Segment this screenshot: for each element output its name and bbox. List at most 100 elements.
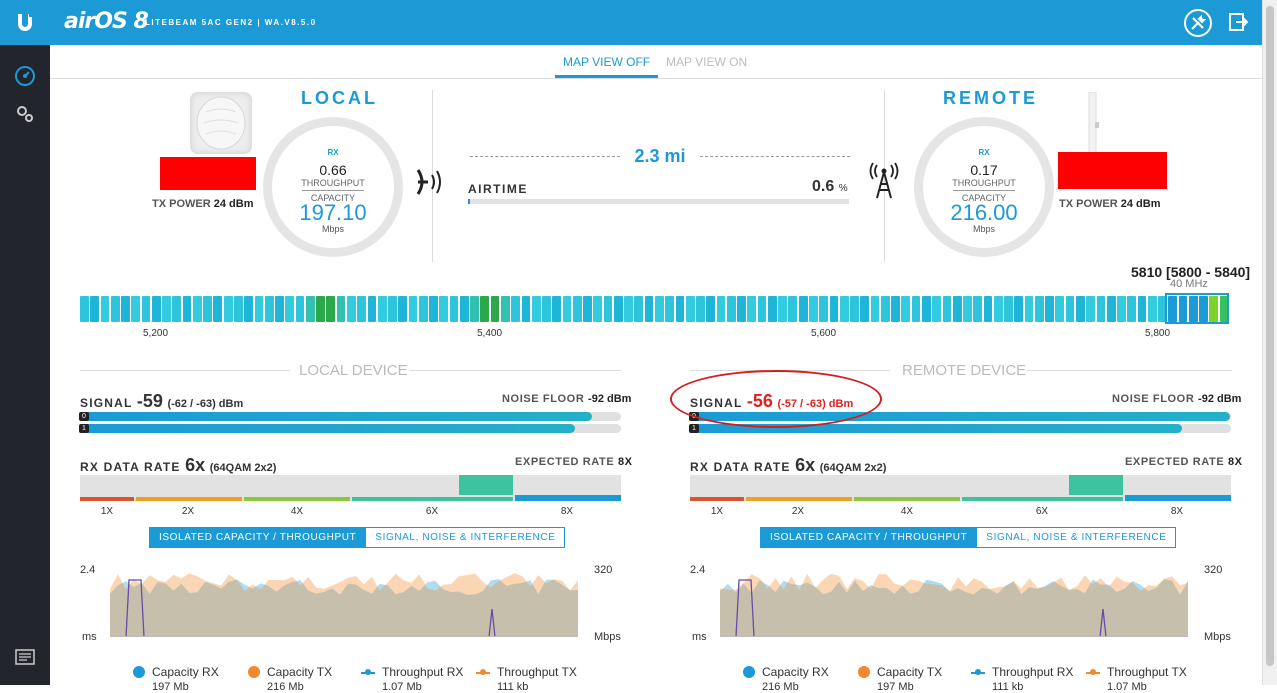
spectrum-bar [490, 296, 500, 322]
spectrum-bar [665, 296, 675, 322]
remote-tx-power-value: 24 dBm [1120, 198, 1161, 210]
remote-isolated-capacity-button[interactable]: ISOLATED CAPACITY / THROUGHPUT [761, 528, 977, 547]
remote-legend-capacity-rx[interactable]: Capacity RX [762, 665, 829, 679]
selected-channel-marker[interactable] [1165, 293, 1229, 324]
local-isolated-capacity-button[interactable]: ISOLATED CAPACITY / THROUGHPUT [150, 528, 366, 547]
remote-legend-throughput-tx-value: 1.07 Mb [1107, 681, 1147, 693]
local-rate-tick-8x: 8X [560, 506, 574, 517]
local-legend-throughput-rx[interactable]: Throughput RX [382, 665, 464, 679]
local-signal-noise-button[interactable]: SIGNAL, NOISE & INTERFERENCE [365, 528, 565, 547]
local-capacity-label: CAPACITY [310, 193, 356, 203]
airtime-bar [468, 199, 849, 204]
remote-rate-tick-2x: 2X [791, 506, 805, 517]
local-rate-strip-6x [352, 497, 513, 501]
logout-icon[interactable] [1226, 10, 1250, 34]
ubiquiti-logo[interactable] [0, 0, 50, 45]
local-legend-throughput-tx-value: 111 kb [497, 681, 529, 693]
spectrum-bar [295, 296, 305, 322]
remote-y-right-unit: Mbps [1204, 631, 1231, 643]
local-legend-throughput-tx-marker [476, 669, 490, 675]
capacity-tx-area [720, 573, 1188, 637]
remote-gauge-separator [953, 190, 1015, 191]
local-rate-tick-4x: 4X [290, 506, 304, 517]
remote-rate-bar [690, 475, 1231, 501]
remote-legend-throughput-tx-marker [1086, 669, 1100, 675]
spectrum-bar [911, 296, 921, 322]
spectrum-bar [254, 296, 264, 322]
local-legend-capacity-tx[interactable]: Capacity TX [267, 665, 333, 679]
spectrum-bar [1106, 296, 1116, 322]
spectrum-bar [346, 296, 356, 322]
scrollbar-thumb[interactable] [1266, 6, 1274, 666]
local-signal-label: SIGNAL [80, 396, 133, 410]
remote-legend-throughput-tx[interactable]: Throughput TX [1107, 665, 1187, 679]
remote-legend-throughput-rx-marker [971, 669, 985, 675]
remote-throughput-value: 0.17 [970, 162, 998, 178]
spectrum-bar [388, 296, 397, 322]
spectrum-bar [552, 296, 562, 322]
local-rate-strip-1x [80, 497, 134, 501]
spectrum-bar [80, 296, 89, 322]
remote-redacted-block [1058, 152, 1167, 189]
device-model-firmware: LITEBEAM 5AC GEN2 | WA.V8.5.0 [145, 18, 317, 27]
local-legend-capacity-rx[interactable]: Capacity RX [152, 665, 219, 679]
spectrum-bar [562, 296, 572, 322]
spectrum-bar [952, 296, 962, 322]
settings-icon[interactable] [12, 101, 38, 127]
log-icon[interactable] [12, 645, 38, 671]
remote-legend-throughput-rx-value: 111 kb [992, 681, 1024, 693]
local-legend-throughput-tx[interactable]: Throughput TX [497, 665, 577, 679]
remote-y-right-max: 320 [1204, 564, 1223, 576]
airtime-label: AIRTIME [468, 182, 528, 196]
local-legend-capacity-rx-dot [133, 666, 145, 678]
link-distance: 2.3 mi [470, 146, 850, 166]
spectrum-bar [901, 296, 911, 322]
remote-tower-icon [868, 162, 900, 205]
remote-noise-label: NOISE FLOOR [1112, 393, 1195, 405]
spectrum-bar [203, 296, 212, 322]
page-scrollbar[interactable] [1262, 0, 1277, 685]
spectrum-bar [1117, 296, 1126, 322]
remote-device-rule-right [1027, 370, 1232, 371]
spectrum-bar [1045, 296, 1054, 322]
latency-line [110, 579, 578, 637]
spectrum-bar [1147, 296, 1157, 322]
local-capacity-chart [110, 573, 578, 637]
capacity-tx-area [110, 573, 578, 637]
remote-legend-throughput-rx[interactable]: Throughput RX [992, 665, 1074, 679]
spectrum-bar [244, 296, 254, 322]
dashboard-icon[interactable] [12, 63, 38, 89]
tab-map-view-on[interactable]: MAP VIEW ON [666, 55, 748, 69]
frequency-spectrum[interactable] [80, 293, 1230, 324]
top-bar: airOS 8 LITEBEAM 5AC GEN2 | WA.V8.5.0 [0, 0, 1262, 45]
remote-rate-strip-8x [1125, 495, 1231, 501]
spectrum-bar [603, 296, 613, 322]
remote-rate-strip-2x [746, 497, 852, 501]
airos-brand: airOS 8 [64, 9, 149, 34]
local-rate-strip-2x [136, 497, 242, 501]
tools-icon[interactable] [1184, 9, 1212, 37]
tab-map-view-off[interactable]: MAP VIEW OFF [555, 55, 659, 78]
local-rate-tick-2x: 2X [181, 506, 195, 517]
remote-legend-capacity-tx[interactable]: Capacity TX [877, 665, 943, 679]
spectrum-bar [655, 296, 664, 322]
local-device-rule-left [80, 370, 290, 371]
spectrum-bar [778, 296, 787, 322]
spectrum-bar [1055, 296, 1065, 322]
latency-line [720, 579, 1188, 637]
spectrum-bar [675, 296, 685, 322]
local-chain1-fill [80, 424, 575, 433]
remote-device-header: REMOTE DEVICE [902, 362, 1027, 379]
remote-legend-capacity-rx-dot [743, 666, 755, 678]
distance-value: 2.3 mi [634, 146, 686, 166]
local-legend-throughput-rx-value: 1.07 Mb [382, 681, 422, 693]
remote-signal-noise-button[interactable]: SIGNAL, NOISE & INTERFERENCE [976, 528, 1176, 547]
local-capacity-unit: Mbps [321, 224, 344, 234]
remote-rate-strip-1x [690, 497, 744, 501]
remote-expected-value: 8X [1227, 456, 1243, 468]
local-gauge-separator [302, 190, 364, 191]
local-legend-throughput-rx-marker [361, 669, 375, 675]
spectrum-bar [921, 296, 931, 322]
local-tx-power-label: TX POWER [152, 198, 211, 210]
spectrum-bar [685, 296, 695, 322]
